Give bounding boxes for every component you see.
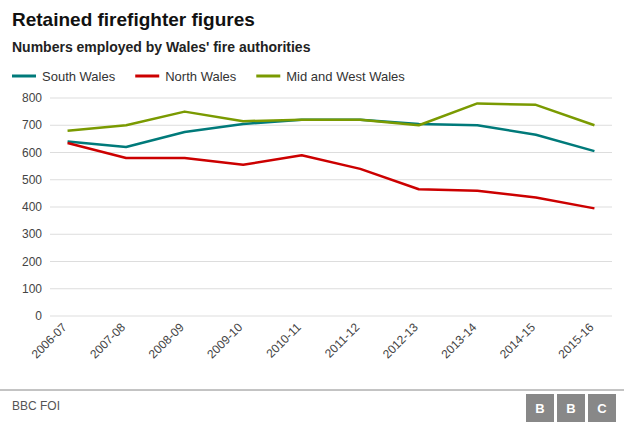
legend-swatch (12, 75, 36, 78)
x-tick-label: 2009-10 (204, 320, 245, 361)
legend: South Wales North Wales Mid and West Wales (12, 69, 405, 84)
logo-letter: B (535, 401, 544, 416)
x-tick-label: 2011-12 (322, 320, 363, 361)
logo-box (557, 394, 585, 422)
footer-separator (0, 390, 624, 391)
legend-label: South Wales (42, 69, 116, 84)
grid-line (50, 152, 612, 153)
grid-line (50, 316, 612, 317)
grid-line (50, 288, 612, 289)
series-line (68, 120, 595, 151)
x-tick-label: 2010-11 (263, 320, 304, 361)
grid-line (50, 98, 612, 99)
title: Retained firefighter figures (12, 9, 255, 30)
x-tick-label: 2006-07 (29, 320, 70, 361)
y-tick-label: 300 (22, 227, 42, 241)
series-line (68, 103, 595, 130)
y-tick-label: 800 (22, 91, 42, 105)
y-axis: 0 100 200 300 400 500 600 700 800 (22, 91, 612, 323)
grid-line (50, 207, 612, 208)
y-tick-label: 500 (22, 173, 42, 187)
legend-label: Mid and West Wales (286, 69, 405, 84)
y-tick-label: 600 (22, 146, 42, 160)
x-tick-label: 2007-08 (87, 320, 128, 361)
y-tick-label: 400 (22, 200, 42, 214)
subtitle: Numbers employed by Wales' fire authorit… (12, 39, 311, 55)
source: BBC FOI (12, 399, 60, 413)
series-group (68, 103, 595, 208)
x-tick-label: 2015-16 (556, 320, 597, 361)
y-tick-label: 100 (22, 282, 42, 296)
logo-box (526, 394, 554, 422)
x-tick-label: 2012-13 (380, 320, 421, 361)
legend-swatch (256, 75, 280, 78)
x-tick-label: 2013-14 (438, 320, 479, 361)
x-tick-label: 2008-09 (146, 320, 187, 361)
y-tick-label: 700 (22, 118, 42, 132)
grid-line (50, 234, 612, 235)
logo-box (588, 394, 616, 422)
grid-line (50, 179, 612, 180)
grid-line (50, 125, 612, 126)
logo-letter: C (597, 401, 607, 416)
logo: BBC (526, 394, 616, 422)
y-tick-label: 0 (35, 309, 42, 323)
background (0, 0, 624, 426)
y-tick-label: 200 (22, 255, 42, 269)
logo-letter: B (566, 401, 575, 416)
x-tick-label: 2014-15 (497, 320, 538, 361)
x-axis: 2006-07 2007-08 2008-09 2009-10 2010-11 2011-… (29, 320, 597, 361)
legend-swatch (135, 75, 159, 78)
series-line (68, 143, 595, 208)
legend-label: North Wales (165, 69, 237, 84)
chart: Retained firefighter figures Numbers empl… (0, 0, 624, 426)
grid-line (50, 261, 612, 262)
